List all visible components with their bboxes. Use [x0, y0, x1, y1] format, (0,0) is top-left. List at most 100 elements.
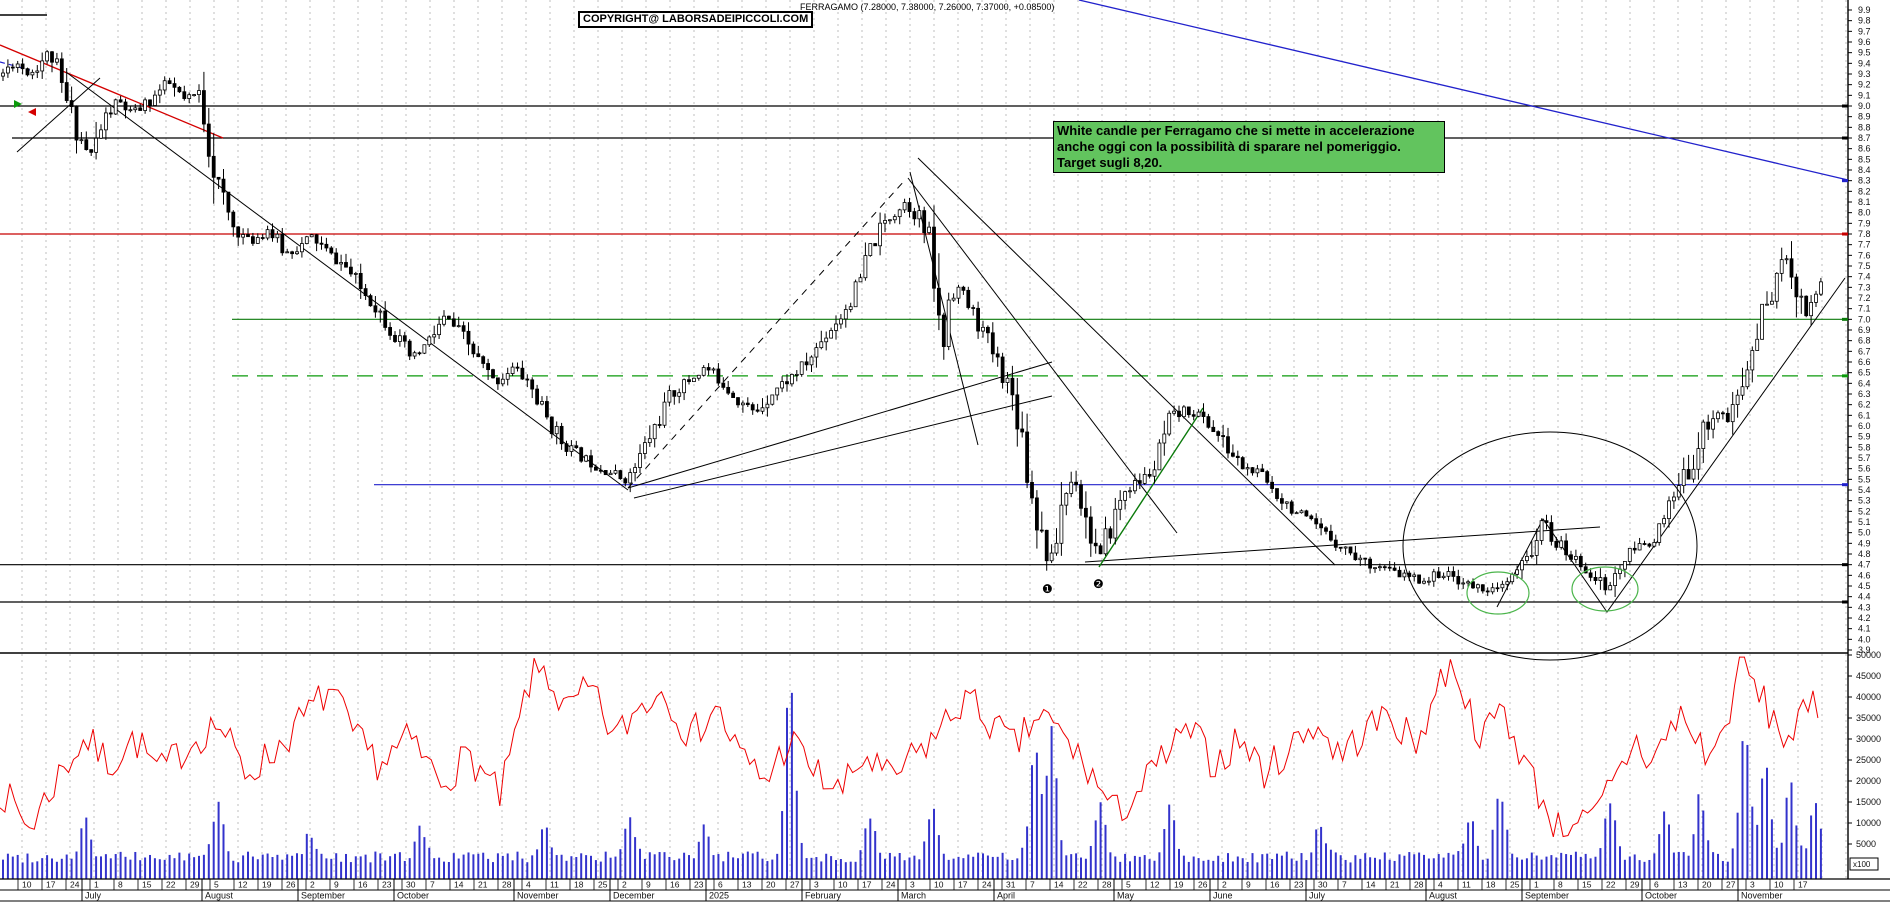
wave-number-marker: ❶	[1042, 582, 1053, 596]
date-day-label: 24	[982, 880, 992, 890]
price-tick-label: 8.4	[1858, 165, 1871, 175]
date-day-label: 2	[310, 880, 315, 890]
date-day-label: 24	[886, 880, 896, 890]
date-day-label: 16	[1270, 880, 1280, 890]
analyst-annotation: White candle per Ferragamo che si mette …	[1053, 121, 1445, 173]
annotation-line-2: anche oggi con la possibilità di sparare…	[1057, 139, 1401, 154]
date-day-label: 9	[1246, 880, 1251, 890]
grid-layer	[21, 0, 1847, 879]
price-tick-label: 8.3	[1858, 176, 1871, 186]
date-day-label: 1	[94, 880, 99, 890]
price-tick-label: 9.7	[1858, 26, 1871, 36]
date-day-label: 12	[238, 880, 248, 890]
price-tick-label: 5.3	[1858, 496, 1871, 506]
date-day-label: 21	[1390, 880, 1400, 890]
date-month-label: August	[1429, 891, 1458, 901]
volume-bars-layer	[2, 692, 1822, 879]
date-day-label: 26	[286, 880, 296, 890]
price-tick-label: 5.7	[1858, 453, 1871, 463]
price-tick-label: 8.7	[1858, 133, 1871, 143]
date-day-label: 18	[574, 880, 584, 890]
price-tick-label: 6.0	[1858, 421, 1871, 431]
date-day-label: 20	[766, 880, 776, 890]
date-day-label: 24	[70, 880, 80, 890]
double-bottom-circle-2	[1571, 566, 1639, 612]
date-day-label: 5	[214, 880, 219, 890]
date-month-label: March	[901, 891, 926, 901]
volume-tick-label: 25000	[1856, 755, 1881, 765]
date-day-label: 10	[934, 880, 944, 890]
date-day-label: 19	[1174, 880, 1184, 890]
date-day-label: 14	[1366, 880, 1376, 890]
fan-peak-steep	[909, 171, 979, 446]
date-day-label: 12	[1150, 880, 1160, 890]
date-day-label: 8	[118, 880, 123, 890]
date-day-label: 5	[1126, 880, 1131, 890]
date-day-label: 10	[22, 880, 32, 890]
date-day-label: 10	[838, 880, 848, 890]
price-tick-label: 4.3	[1858, 602, 1871, 612]
price-tick-label: 4.6	[1858, 570, 1871, 580]
date-month-label: July	[85, 891, 102, 901]
date-day-label: 30	[1318, 880, 1328, 890]
price-tick-label: 9.6	[1858, 37, 1871, 47]
price-tick-label: 4.5	[1858, 581, 1871, 591]
support-levels-layer	[0, 105, 1848, 603]
date-day-label: 4	[1438, 880, 1443, 890]
date-day-label: 3	[814, 880, 819, 890]
price-tick-label: 6.8	[1858, 336, 1871, 346]
date-day-label: 9	[334, 880, 339, 890]
date-day-label: 4	[526, 880, 531, 890]
volume-tick-label: 45000	[1856, 671, 1881, 681]
date-day-label: 9	[646, 880, 651, 890]
date-day-label: 26	[1198, 880, 1208, 890]
price-tick-label: 5.6	[1858, 464, 1871, 474]
date-day-label: 13	[1678, 880, 1688, 890]
date-day-label: 27	[1726, 880, 1736, 890]
date-day-label: 22	[1606, 880, 1616, 890]
price-tick-label: 5.8	[1858, 442, 1871, 452]
blue-dash-fragment	[0, 61, 31, 71]
volume-indicator-line	[0, 656, 1819, 838]
volume-tick-label: 5000	[1856, 839, 1876, 849]
date-day-label: 6	[718, 880, 723, 890]
date-month-label: December	[613, 891, 655, 901]
volume-tick-label: 10000	[1856, 818, 1881, 828]
price-tick-label: 9.4	[1858, 58, 1871, 68]
date-day-label: 20	[1702, 880, 1712, 890]
volume-tick-label: 35000	[1856, 713, 1881, 723]
price-tick-label: 7.3	[1858, 282, 1871, 292]
price-tick-label: 5.4	[1858, 485, 1871, 495]
price-tick-label: 8.9	[1858, 112, 1871, 122]
date-day-label: 17	[958, 880, 968, 890]
price-tick-label: 8.1	[1858, 197, 1871, 207]
volume-tick-label: 30000	[1856, 734, 1881, 744]
price-tick-label: 9.9	[1858, 5, 1871, 15]
date-day-label: 6	[1654, 880, 1659, 890]
price-tick-label: 5.0	[1858, 528, 1871, 538]
wave-number-marker: ❷	[1093, 577, 1104, 591]
date-day-label: 11	[1462, 880, 1471, 890]
date-month-label: October	[397, 891, 429, 901]
date-day-label: 28	[502, 880, 512, 890]
price-tick-label: 5.2	[1858, 506, 1871, 516]
date-day-label: 23	[1294, 880, 1304, 890]
price-tick-label: 6.1	[1858, 410, 1871, 420]
price-tick-label: 5.1	[1858, 517, 1871, 527]
fan-dec-upper	[627, 361, 1053, 489]
candles-layer	[1, 50, 1823, 597]
date-day-label: 16	[358, 880, 368, 890]
annotation-line-3: Target sugli 8,20.	[1057, 155, 1163, 170]
price-tick-label: 7.6	[1858, 250, 1871, 260]
price-tick-label: 7.9	[1858, 218, 1871, 228]
date-day-label: 1	[1534, 880, 1539, 890]
price-tick-label: 4.0	[1858, 634, 1871, 644]
price-tick-label: 9.1	[1858, 90, 1871, 100]
date-day-label: 8	[1558, 880, 1563, 890]
date-day-label: 14	[454, 880, 464, 890]
date-day-label: 2	[1222, 880, 1227, 890]
price-tick-label: 7.8	[1858, 229, 1871, 239]
date-day-label: 7	[430, 880, 435, 890]
